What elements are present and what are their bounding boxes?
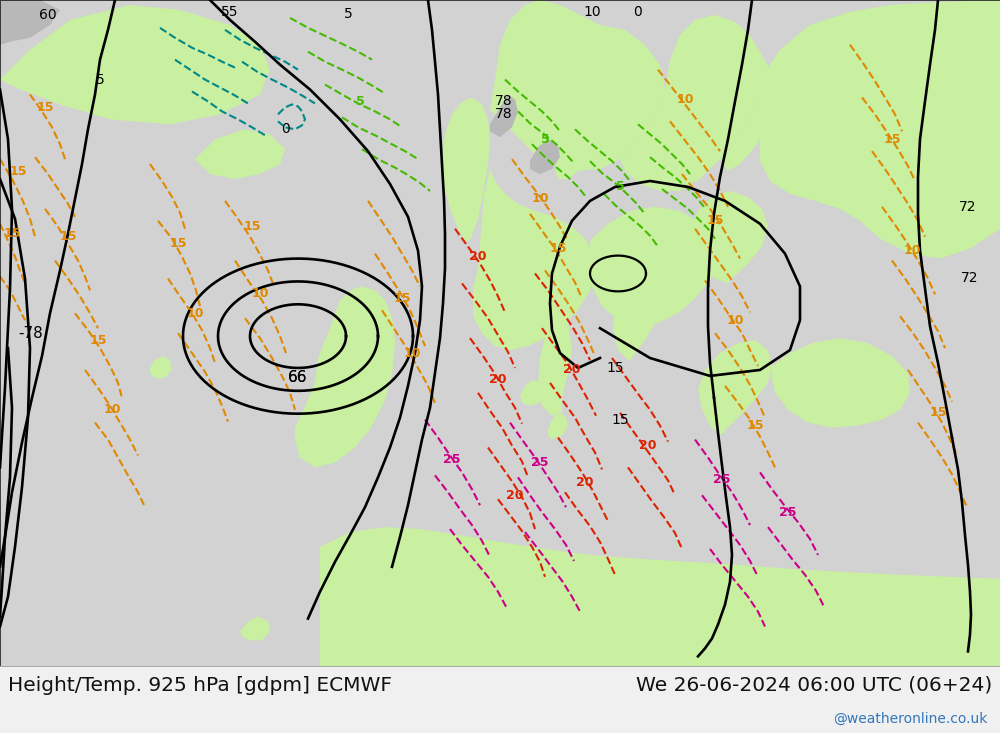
Polygon shape (760, 0, 1000, 259)
Polygon shape (590, 207, 718, 326)
Text: 15: 15 (611, 413, 629, 427)
Text: 15: 15 (883, 133, 901, 146)
Polygon shape (442, 97, 490, 240)
Text: We 26-06-2024 06:00 UTC (06+24): We 26-06-2024 06:00 UTC (06+24) (636, 676, 992, 695)
Text: 15: 15 (746, 419, 764, 432)
Text: 15: 15 (59, 230, 77, 243)
Text: 10: 10 (103, 403, 121, 416)
Polygon shape (0, 5, 270, 125)
Text: 20: 20 (576, 476, 594, 489)
Text: 20: 20 (563, 364, 581, 377)
Polygon shape (150, 356, 172, 378)
Polygon shape (240, 616, 270, 641)
Text: 25: 25 (779, 506, 797, 519)
Text: 10: 10 (186, 306, 204, 320)
Text: 10: 10 (403, 347, 421, 360)
Text: 10: 10 (726, 314, 744, 327)
Text: 66: 66 (288, 370, 308, 386)
Text: 20: 20 (469, 250, 487, 263)
Polygon shape (295, 287, 395, 468)
Text: 0: 0 (634, 5, 642, 19)
Polygon shape (690, 191, 768, 284)
Polygon shape (613, 267, 665, 360)
Text: 0: 0 (281, 122, 289, 136)
Text: 10: 10 (583, 5, 601, 19)
Text: 20: 20 (506, 489, 524, 502)
Text: 25: 25 (531, 456, 549, 469)
Text: 15: 15 (393, 292, 411, 305)
Text: 5: 5 (344, 7, 352, 21)
Polygon shape (530, 139, 560, 174)
Text: 15: 15 (706, 214, 724, 227)
Text: 15: 15 (169, 237, 187, 250)
Text: 15: 15 (549, 242, 567, 255)
Text: 5: 5 (616, 180, 624, 194)
Polygon shape (490, 95, 518, 137)
Text: 78: 78 (495, 95, 513, 108)
Text: 15: 15 (9, 164, 27, 177)
Polygon shape (473, 169, 595, 350)
Polygon shape (555, 117, 590, 179)
Text: 15: 15 (3, 227, 21, 240)
Text: 10: 10 (531, 192, 549, 205)
Text: @weatheronline.co.uk: @weatheronline.co.uk (834, 712, 988, 726)
Polygon shape (490, 0, 665, 171)
Polygon shape (772, 338, 910, 427)
Text: 20: 20 (489, 373, 507, 386)
Polygon shape (0, 0, 60, 45)
Text: 10: 10 (676, 93, 694, 106)
Text: 72: 72 (961, 271, 979, 285)
Text: 55: 55 (221, 5, 239, 19)
Polygon shape (548, 413, 568, 440)
Text: 20: 20 (639, 439, 657, 452)
Text: 78: 78 (495, 107, 513, 122)
Polygon shape (320, 527, 1000, 666)
Text: 15: 15 (89, 334, 107, 347)
Text: 10: 10 (251, 287, 269, 300)
Text: 72: 72 (959, 200, 977, 214)
Polygon shape (620, 15, 765, 191)
Text: 66: 66 (288, 370, 308, 386)
Polygon shape (315, 290, 395, 443)
Text: 15: 15 (36, 101, 54, 114)
Text: 10: 10 (903, 244, 921, 257)
Text: 5: 5 (96, 73, 104, 86)
Text: 25: 25 (713, 473, 731, 486)
Polygon shape (520, 380, 545, 406)
Text: 15: 15 (243, 220, 261, 233)
Text: Height/Temp. 925 hPa [gdpm] ECMWF: Height/Temp. 925 hPa [gdpm] ECMWF (8, 676, 392, 695)
Text: 15: 15 (929, 406, 947, 419)
Text: 15: 15 (606, 361, 624, 375)
Polygon shape (720, 34, 775, 171)
Text: -78: -78 (18, 325, 43, 341)
Polygon shape (698, 340, 772, 435)
Text: 5: 5 (541, 133, 549, 146)
Polygon shape (448, 125, 473, 167)
Text: 25: 25 (443, 453, 461, 466)
Text: 60: 60 (39, 8, 57, 22)
Polygon shape (538, 313, 572, 416)
Polygon shape (195, 129, 285, 179)
Text: 5: 5 (356, 95, 364, 108)
Polygon shape (522, 229, 572, 338)
